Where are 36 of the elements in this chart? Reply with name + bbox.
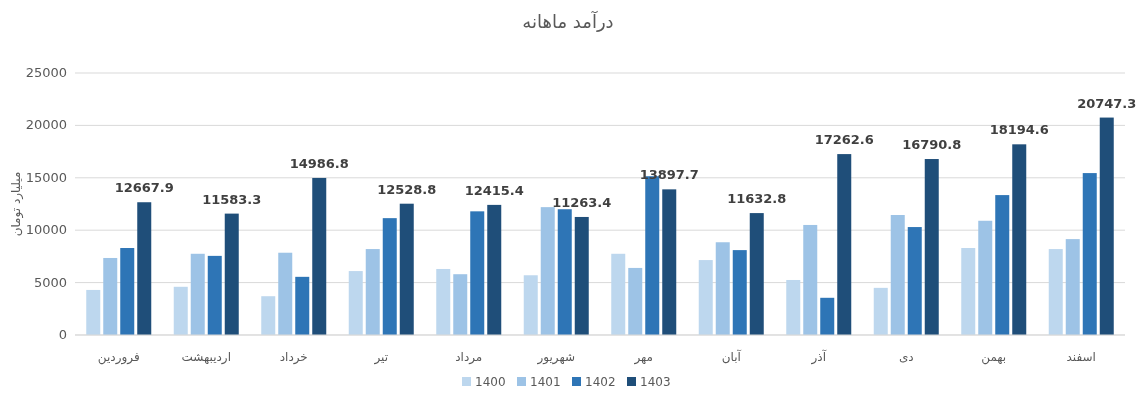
title: درآمد ماهانه: [522, 11, 614, 32]
data-label: 11263.4: [552, 194, 612, 210]
data-label: 12528.8: [377, 181, 437, 197]
data-label: 14986.8: [289, 155, 349, 171]
y-tick-label: 25000: [25, 65, 67, 80]
legend-label: 1401: [530, 375, 561, 389]
x-tick-label: فروردین: [97, 350, 140, 365]
legend-label: 1403: [640, 375, 671, 389]
x-tick-label: اردیبهشت: [181, 350, 231, 365]
x-tick-label: اسفند: [1066, 350, 1096, 364]
x-tick-label: دی: [898, 350, 914, 364]
data-label: 16790.8: [902, 137, 962, 153]
x-tick-label: مهر: [633, 350, 654, 365]
data-label: 18194.6: [989, 122, 1049, 138]
x-tick-label: مرداد: [455, 350, 483, 365]
data-label: 11632.8: [727, 191, 787, 207]
x-tick-label: بهمن: [981, 350, 1007, 365]
x-tick-label: آبان: [721, 349, 742, 364]
data-label: 12667.9: [114, 180, 174, 196]
ylabel: میلیارد تومان: [9, 171, 23, 237]
data-label: 11583.3: [202, 191, 262, 207]
data-label: 13897.7: [639, 167, 699, 183]
y-tick-label: 0: [58, 327, 67, 342]
legend-label: 1400: [475, 375, 506, 389]
data-label: 12415.4: [464, 182, 524, 198]
data-label: 17262.6: [814, 132, 874, 148]
x-tick-label: تیر: [373, 350, 389, 365]
x-tick-label: شهریور: [536, 350, 576, 365]
x-tick-label: آذر: [810, 349, 827, 365]
y-tick-label: 20000: [25, 117, 67, 133]
y-tick-label: 15000: [25, 169, 67, 185]
data-label: 20747.3: [1077, 95, 1137, 111]
y-tick-label: 10000: [25, 222, 67, 238]
x-tick-label: خرداد: [279, 350, 308, 365]
legend-label: 1402: [585, 375, 616, 389]
y-tick-label: 5000: [33, 274, 67, 290]
